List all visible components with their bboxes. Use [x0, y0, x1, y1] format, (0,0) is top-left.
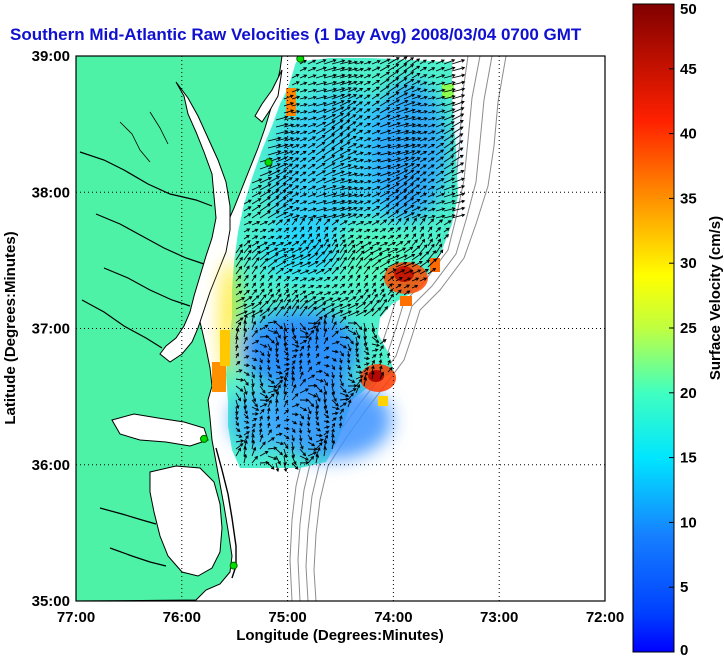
- york-river: [103, 267, 191, 307]
- colorbar-tick-label: 15: [680, 450, 697, 467]
- chesapeake-west-shore: [119, 111, 169, 163]
- colorbar: [632, 3, 675, 653]
- velocity-arrow-set: [235, 56, 466, 473]
- latitude-tick-label: 35:00: [32, 593, 70, 610]
- hf-radar-stations: [200, 56, 305, 570]
- latitude-tick-labels: 39:00 38:00 37:00 36:00 35:00: [32, 48, 70, 610]
- delaware-bay: [254, 69, 283, 123]
- longitude-tick-label: 75:00: [268, 609, 306, 626]
- land-mass: [76, 56, 283, 601]
- albemarle-sound: [111, 413, 209, 447]
- map-frame: [75, 55, 606, 602]
- latitude-tick-label: 39:00: [32, 48, 70, 65]
- map-title: Southern Mid-Atlantic Raw Velocities (1 …: [10, 25, 582, 44]
- colorbar-tick-label: 45: [680, 61, 697, 78]
- james-river: [81, 299, 163, 349]
- station-marker: [264, 158, 273, 167]
- latitude-tick-label: 37:00: [32, 321, 70, 338]
- longitude-tick-label: 73:00: [480, 609, 518, 626]
- colorbar-tick-label: 20: [680, 385, 697, 402]
- x-axis-label: Longitude (Degrees:Minutes): [236, 627, 444, 644]
- velocity-field: [212, 56, 466, 473]
- latitude-tick-label: 38:00: [32, 184, 70, 201]
- colorbar-tick-label: 35: [680, 190, 697, 207]
- colorbar-tick-label: 25: [680, 320, 697, 337]
- colorbar-tick-labels: 0 5 10 15 20 25 30 35 40 45 50: [669, 1, 697, 659]
- y-axis-label: Latitude (Degrees:Minutes): [2, 231, 19, 424]
- longitude-tick-label: 74:00: [374, 609, 412, 626]
- colorbar-tick-label: 10: [680, 514, 697, 531]
- longitude-tick-labels: 77:00 76:00 75:00 74:00 73:00 72:00: [57, 609, 624, 626]
- colorbar-tick-label: 40: [680, 126, 697, 143]
- longitude-tick-label: 77:00: [57, 609, 95, 626]
- chesapeake-bay: [159, 81, 231, 363]
- colorbar-tick-label: 0: [680, 642, 688, 659]
- rappahannock-river: [95, 213, 205, 265]
- lat-lon-grid: [76, 56, 605, 601]
- map-plot: [76, 56, 605, 601]
- colorbar-tick-label: 50: [680, 1, 697, 18]
- pamlico-river: [99, 507, 157, 525]
- colorbar-label: Surface Velocity (cm/s): [707, 216, 724, 380]
- longitude-tick-label: 72:00: [586, 609, 624, 626]
- longitude-tick-label: 76:00: [163, 609, 201, 626]
- station-marker: [229, 561, 238, 570]
- pamlico-sound: [149, 465, 223, 577]
- station-marker: [200, 434, 209, 443]
- colorbar-tick-label: 5: [680, 579, 688, 596]
- potomac-river: [79, 151, 213, 207]
- neuse-river: [109, 547, 167, 567]
- velocity-arrows: [235, 56, 466, 473]
- colorbar-tick-label: 30: [680, 255, 697, 272]
- latitude-tick-label: 36:00: [32, 457, 70, 474]
- station-marker: [296, 56, 305, 63]
